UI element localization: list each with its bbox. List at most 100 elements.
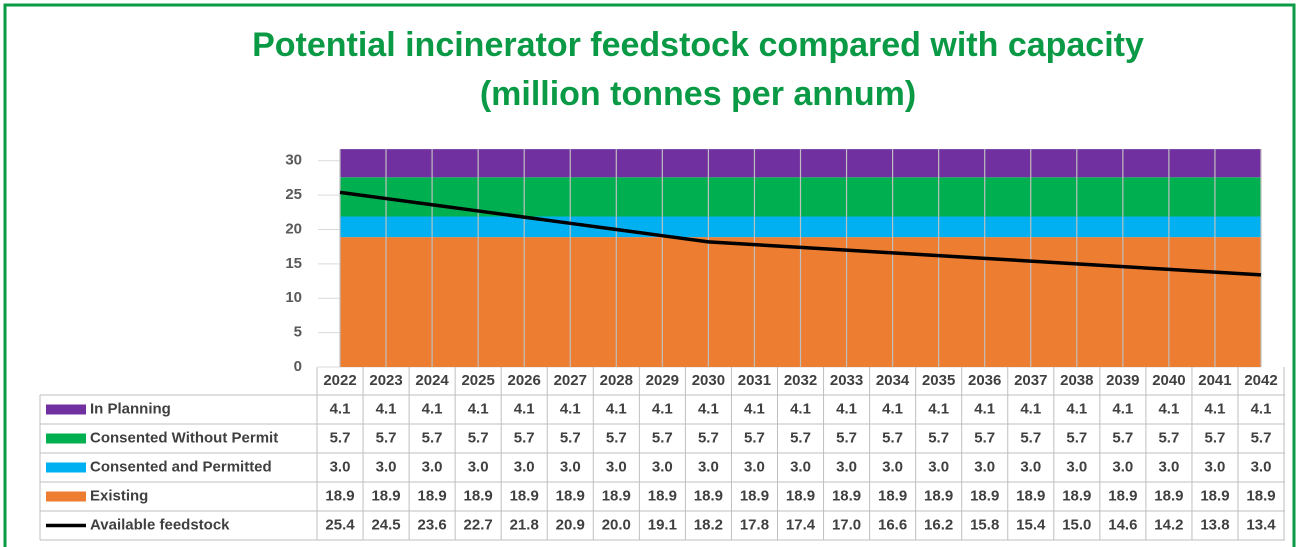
x-tick-label: 2036 (968, 372, 1001, 389)
data-label: 14.2 (1154, 516, 1183, 533)
x-tick-label: 2038 (1060, 372, 1093, 389)
data-label: 5.7 (1112, 429, 1133, 446)
data-label: 17.4 (786, 516, 816, 533)
data-label: 3.0 (790, 458, 811, 475)
data-label: 18.2 (694, 516, 723, 533)
data-label: 18.9 (371, 487, 400, 504)
data-label: 5.7 (882, 429, 903, 446)
data-label: 16.6 (878, 516, 907, 533)
legend-swatch (46, 404, 86, 415)
data-label: 3.0 (1066, 458, 1087, 475)
data-label: 5.7 (974, 429, 995, 446)
x-tick-label: 2042 (1244, 372, 1277, 389)
x-tick-label: 2030 (692, 372, 725, 389)
data-label: 15.8 (970, 516, 999, 533)
line (339, 190, 1262, 277)
data-label: 4.1 (928, 400, 949, 417)
data-label: 4.1 (606, 400, 627, 417)
data-label: 4.1 (652, 400, 673, 417)
data-label: 18.9 (740, 487, 769, 504)
legend-swatch (46, 433, 86, 444)
data-label: 3.0 (928, 458, 949, 475)
data-label: 3.0 (1158, 458, 1179, 475)
data-label: 5.7 (1205, 429, 1226, 446)
data-label: 3.0 (1020, 458, 1041, 475)
x-tick-label: 2041 (1198, 372, 1231, 389)
data-label: 18.9 (1200, 487, 1229, 504)
data-label: 5.7 (744, 429, 765, 446)
data-label: 3.0 (882, 458, 903, 475)
data-label: 18.9 (1016, 487, 1045, 504)
x-tick-label: 2027 (554, 372, 587, 389)
data-label: 18.9 (602, 487, 631, 504)
data-label: 4.1 (790, 400, 811, 417)
x-tick-label: 2024 (415, 372, 449, 389)
y-tick-label: 15 (285, 255, 302, 272)
data-label: 18.9 (694, 487, 723, 504)
data-label: 5.7 (422, 429, 443, 446)
frame (3, 3, 1296, 547)
data-label: 5.7 (1066, 429, 1087, 446)
data-label: 3.0 (974, 458, 995, 475)
data-label: 18.9 (1246, 487, 1275, 504)
data-label: 18.9 (786, 487, 815, 504)
data-label: 3.0 (330, 458, 351, 475)
chart-title: Potential incinerator feedstock compared… (252, 26, 1144, 64)
data-label: 5.7 (560, 429, 581, 446)
legend-label: Available feedstock (90, 516, 230, 533)
data-label: 20.9 (556, 516, 585, 533)
data-label: 13.4 (1246, 516, 1276, 533)
x-tick-label: 2029 (646, 372, 679, 389)
legend-label: Consented and Permitted (90, 458, 272, 475)
data-label: 5.7 (790, 429, 811, 446)
data-label: 3.0 (606, 458, 627, 475)
x-tick-label: 2022 (323, 372, 356, 389)
data-label: 18.9 (832, 487, 861, 504)
x-tick-label: 2034 (876, 372, 910, 389)
data-label: 17.8 (740, 516, 769, 533)
legend-label: Existing (90, 487, 148, 504)
data-label: 4.1 (744, 400, 765, 417)
data-label: 18.9 (1062, 487, 1091, 504)
x-tick-label: 2039 (1106, 372, 1139, 389)
data-label: 3.0 (422, 458, 443, 475)
data-label: 18.9 (1154, 487, 1183, 504)
data-label: 3.0 (652, 458, 673, 475)
data-label: 3.0 (468, 458, 489, 475)
data-label: 18.9 (970, 487, 999, 504)
data-label: 5.7 (1158, 429, 1179, 446)
chart-subtitle: (million tonnes per annum) (480, 75, 916, 113)
data-label: 21.8 (510, 516, 539, 533)
y-tick-label: 25 (285, 186, 302, 203)
data-label: 3.0 (376, 458, 397, 475)
data-label: 22.7 (464, 516, 493, 533)
data-label: 3.0 (698, 458, 719, 475)
data-label: 3.0 (1112, 458, 1133, 475)
data-label: 23.6 (417, 516, 446, 533)
data-label: 18.9 (924, 487, 953, 504)
data-label: 18.9 (417, 487, 446, 504)
data-label: 4.1 (698, 400, 719, 417)
data-label: 3.0 (560, 458, 581, 475)
data-label: 18.9 (510, 487, 539, 504)
data-label: 3.0 (836, 458, 857, 475)
x-tick-label: 2035 (922, 372, 955, 389)
data-label: 5.7 (376, 429, 397, 446)
x-tick-label: 2026 (508, 372, 541, 389)
x-tick-label: 2037 (1014, 372, 1047, 389)
data-label: 4.1 (974, 400, 995, 417)
data-label: 4.1 (1112, 400, 1133, 417)
data-label: 4.1 (1158, 400, 1179, 417)
data-label: 4.1 (514, 400, 535, 417)
data-label: 18.9 (1108, 487, 1137, 504)
data-label: 15.0 (1062, 516, 1091, 533)
data-label: 4.1 (330, 400, 351, 417)
data-label: 5.7 (1020, 429, 1041, 446)
data-label: 14.6 (1108, 516, 1137, 533)
data-label: 4.1 (882, 400, 903, 417)
y-tick-label: 5 (294, 324, 302, 341)
x-tick-label: 2028 (600, 372, 633, 389)
data-label: 19.1 (648, 516, 677, 533)
data-label: 4.1 (560, 400, 581, 417)
data-label: 4.1 (1066, 400, 1087, 417)
